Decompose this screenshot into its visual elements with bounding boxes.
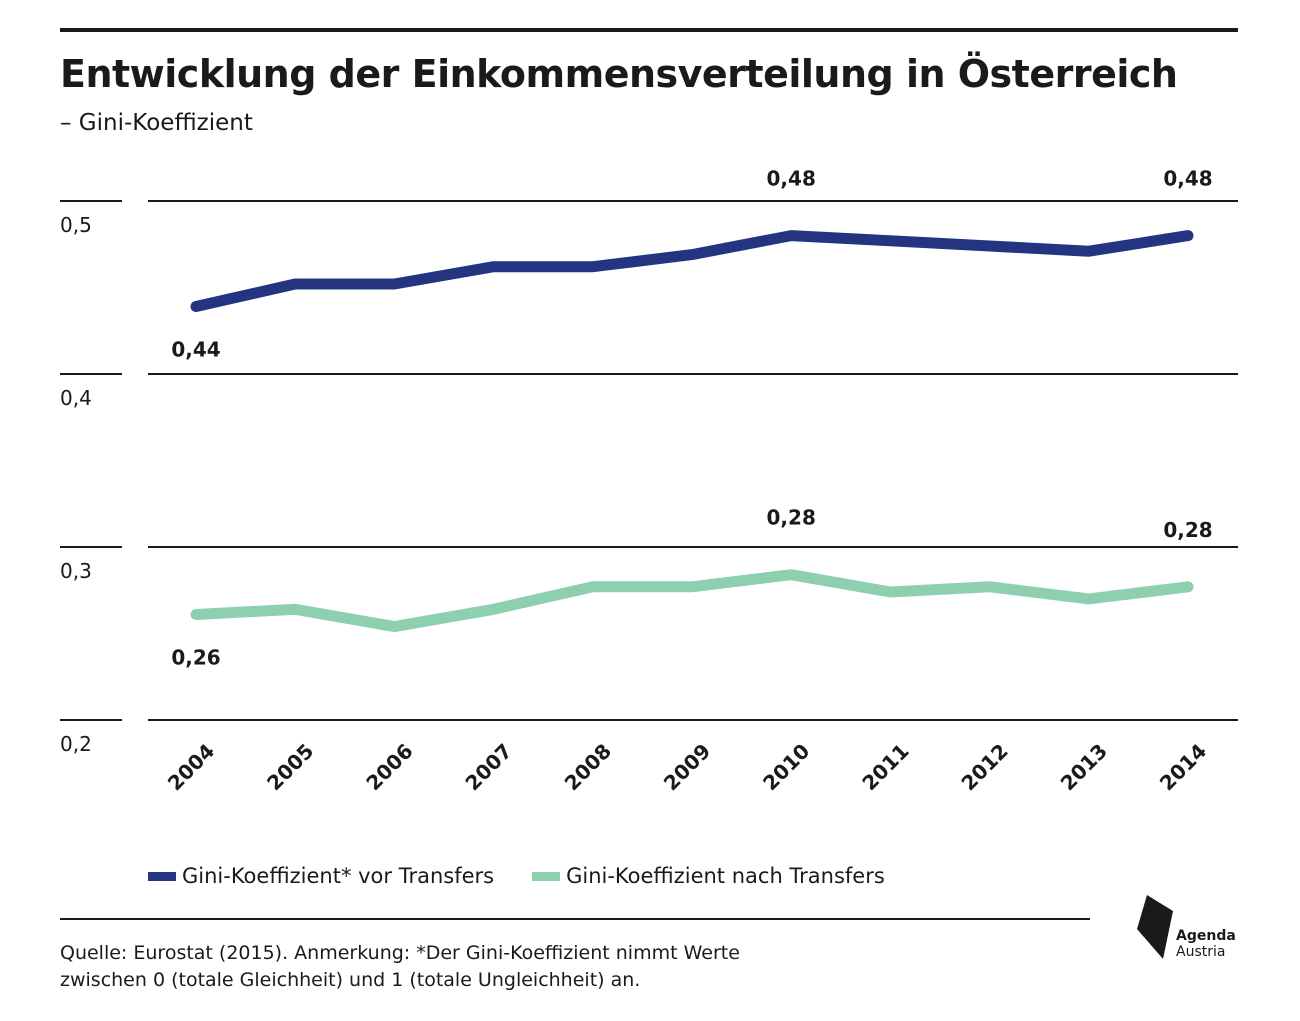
y-tick-label: 0,3 [60,559,92,583]
data-label: 0,26 [171,645,220,669]
bottom-rule [60,918,1090,920]
y-tick-label: 0,4 [60,386,92,410]
chart-subtitle: – Gini-Koeffizient [60,110,253,136]
x-tick-label: 2012 [956,739,1012,795]
legend-item-nach-transfers: Gini-Koeffizient nach Transfers [532,864,885,888]
logo-text: Agenda Austria [1176,928,1236,960]
x-tick-label: 2004 [163,739,219,795]
x-tick-label: 2013 [1056,739,1112,795]
source-line-2: zwischen 0 (totale Gleichheit) und 1 (to… [60,969,641,991]
x-tick-label: 2008 [560,739,616,795]
y-tick-label: 0,5 [60,213,92,237]
legend-swatch-nach-transfers [532,871,561,881]
series-line-vor-transfers [190,230,1194,312]
line-chart: 0,5 0,4 0,3 0,2 0,44 0,48 0,48 0,26 0,28 0,28 2004… [60,167,1238,795]
x-tick-label: 2006 [361,739,417,795]
data-label: 0,28 [767,506,816,530]
chart-title: Entwicklung der Einkommensverteilung in … [60,52,1178,96]
series-line-nach-transfers [190,569,1194,633]
data-label: 0,44 [171,338,220,362]
top-rule [60,28,1238,32]
x-tick-label: 2009 [659,739,715,795]
source-note: Quelle: Eurostat (2015). Anmerkung: *Der… [60,940,940,994]
legend-label-vor-transfers: Gini-Koeffizient* vor Transfers [182,864,495,888]
x-tick-label: 2005 [262,739,318,795]
data-label: 0,48 [1163,167,1212,191]
data-label: 0,48 [767,167,816,191]
logo-line-2: Austria [1176,944,1226,960]
source-line-1: Quelle: Eurostat (2015). Anmerkung: *Der… [60,942,740,964]
legend-label-nach-transfers: Gini-Koeffizient nach Transfers [566,864,885,888]
legend: Gini-Koeffizient* vor Transfers Gini-Koe… [148,864,923,888]
y-tick-label: 0,2 [60,732,92,756]
data-label: 0,28 [1163,518,1212,542]
x-tick-label: 2011 [857,739,913,795]
x-tick-label: 2010 [758,739,814,795]
agenda-austria-logo-icon [1137,895,1173,959]
legend-swatch-vor-transfers [148,871,176,881]
legend-item-vor-transfers: Gini-Koeffizient* vor Transfers [148,864,494,888]
x-tick-label: 2007 [460,739,516,795]
logo-line-1: Agenda [1176,928,1236,944]
x-tick-label: 2014 [1155,739,1211,795]
